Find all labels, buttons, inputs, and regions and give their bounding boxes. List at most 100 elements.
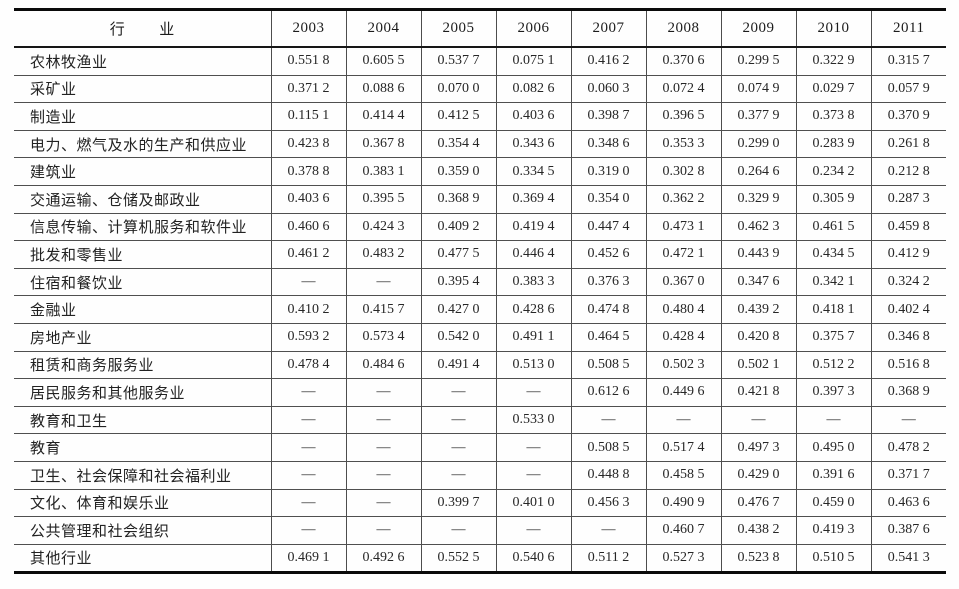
value-cell: 0.495 0 (795, 433, 871, 462)
table-row: 住宿和餐饮业 — —0.395 4 0.383 3 0.376 3 0.367 0 0.34… (14, 267, 946, 296)
value-cell: 0.319 0 (570, 157, 646, 186)
empty-value-cell: — (570, 405, 646, 434)
empty-value-cell: — (495, 378, 571, 407)
value-cell: 0.416 2 (570, 46, 646, 76)
value-cell: 0.428 4 (645, 322, 721, 352)
industry-name-cell: 其他行业 (14, 543, 271, 573)
value-cell: 0.491 4 (420, 350, 496, 379)
year-column-header: 2009 (720, 9, 796, 48)
table-row: 制造业 0.115 1 0.414 4 0.412 5 0.403 6 0.398 7 0.… (14, 102, 946, 131)
value-cell: 0.573 4 (345, 322, 421, 352)
empty-value-cell: — (795, 405, 871, 434)
value-cell: 0.398 7 (570, 102, 646, 131)
value-cell: 0.612 6 (570, 378, 646, 407)
value-cell: 0.552 5 (420, 543, 496, 573)
value-cell: 0.377 9 (720, 102, 796, 131)
value-cell: 0.343 6 (495, 129, 571, 158)
value-cell: 0.429 0 (720, 460, 796, 489)
table-row: 建筑业 0.378 8 0.383 1 0.359 0 0.334 5 0.319 0 0.… (14, 157, 946, 186)
industry-name-cell: 教育和卫生 (14, 405, 271, 434)
value-cell: 0.370 9 (870, 102, 946, 131)
value-cell: 0.537 7 (420, 46, 496, 76)
empty-value-cell: — (270, 378, 346, 407)
value-cell: 0.476 7 (720, 488, 796, 517)
table-row: 信息传输、计算机服务和软件业 0.460 6 0.424 3 0.409 2 0.419… (14, 212, 946, 241)
empty-value-cell: — (270, 433, 346, 462)
industry-name-cell: 文化、体育和娱乐业 (14, 488, 271, 517)
empty-value-cell: — (420, 405, 496, 434)
value-cell: 0.401 0 (495, 488, 571, 517)
value-cell: 0.483 2 (345, 240, 421, 269)
value-cell: 0.395 4 (420, 267, 496, 296)
value-cell: 0.477 5 (420, 240, 496, 269)
empty-value-cell: — (345, 488, 421, 517)
year-column-header: 2003 (270, 9, 346, 48)
empty-value-cell: — (570, 516, 646, 545)
industry-name-cell: 住宿和餐饮业 (14, 267, 271, 296)
value-cell: 0.075 1 (495, 46, 571, 76)
value-cell: 0.212 8 (870, 157, 946, 186)
table-row: 居民服务和其他服务业 — — — —0.612 6 0.449 6 0.421 8 0.397… (14, 378, 946, 407)
value-cell: 0.428 6 (495, 295, 571, 324)
year-column-header: 2005 (420, 9, 496, 48)
value-cell: 0.367 0 (645, 267, 721, 296)
value-cell: 0.348 6 (570, 129, 646, 158)
table-row: 批发和零售业 0.461 2 0.483 2 0.477 5 0.446 4 0.452 … (14, 240, 946, 269)
value-cell: 0.375 7 (795, 322, 871, 352)
industry-name-cell: 交通运输、仓储及邮政业 (14, 184, 271, 214)
year-column-header: 2008 (645, 9, 721, 48)
value-cell: 0.459 0 (795, 488, 871, 517)
industry-name-cell: 批发和零售业 (14, 240, 271, 269)
value-cell: 0.409 2 (420, 212, 496, 241)
industry-name-cell: 采矿业 (14, 74, 271, 103)
empty-value-cell: — (345, 516, 421, 545)
value-cell: 0.517 4 (645, 433, 721, 462)
year-column-header: 2007 (570, 9, 646, 48)
value-cell: 0.403 6 (495, 102, 571, 131)
value-cell: 0.412 5 (420, 102, 496, 131)
value-cell: 0.511 2 (570, 543, 646, 573)
value-cell: 0.461 5 (795, 212, 871, 241)
value-cell: 0.516 8 (870, 350, 946, 379)
value-cell: 0.541 3 (870, 543, 946, 573)
empty-value-cell: — (420, 460, 496, 489)
empty-value-cell: — (870, 405, 946, 434)
table-row: 教育 — — — —0.508 5 0.517 4 0.497 3 0.495 0 0.478 … (14, 433, 946, 462)
table-row: 教育和卫生 — — —0.533 0— — — — — (14, 405, 946, 434)
value-cell: 0.329 9 (720, 184, 796, 214)
value-cell: 0.359 0 (420, 157, 496, 186)
industry-name-cell: 房地产业 (14, 322, 271, 352)
table-row: 电力、燃气及水的生产和供应业 0.423 8 0.367 8 0.354 4 0.343… (14, 129, 946, 158)
value-cell: 0.464 5 (570, 322, 646, 352)
value-cell: 0.484 6 (345, 350, 421, 379)
table-body: 农林牧渔业 0.551 8 0.605 5 0.537 7 0.075 1 0.416 2… (14, 46, 946, 573)
empty-value-cell: — (420, 378, 496, 407)
value-cell: 0.371 7 (870, 460, 946, 489)
value-cell: 0.353 3 (645, 129, 721, 158)
value-cell: 0.354 0 (570, 184, 646, 214)
value-cell: 0.497 3 (720, 433, 796, 462)
value-cell: 0.421 8 (720, 378, 796, 407)
value-cell: 0.447 4 (570, 212, 646, 241)
value-cell: 0.439 2 (720, 295, 796, 324)
value-cell: 0.322 9 (795, 46, 871, 76)
year-column-header: 2010 (795, 9, 871, 48)
value-cell: 0.415 7 (345, 295, 421, 324)
value-cell: 0.423 8 (270, 129, 346, 158)
value-cell: 0.367 8 (345, 129, 421, 158)
value-cell: 0.443 9 (720, 240, 796, 269)
value-cell: 0.342 1 (795, 267, 871, 296)
value-cell: 0.419 4 (495, 212, 571, 241)
value-cell: 0.315 7 (870, 46, 946, 76)
value-cell: 0.474 8 (570, 295, 646, 324)
value-cell: 0.070 0 (420, 74, 496, 103)
value-cell: 0.490 9 (645, 488, 721, 517)
value-cell: 0.472 1 (645, 240, 721, 269)
value-cell: 0.370 6 (645, 46, 721, 76)
value-cell: 0.369 4 (495, 184, 571, 214)
value-cell: 0.438 2 (720, 516, 796, 545)
industry-name-cell: 信息传输、计算机服务和软件业 (14, 212, 271, 241)
value-cell: 0.458 5 (645, 460, 721, 489)
